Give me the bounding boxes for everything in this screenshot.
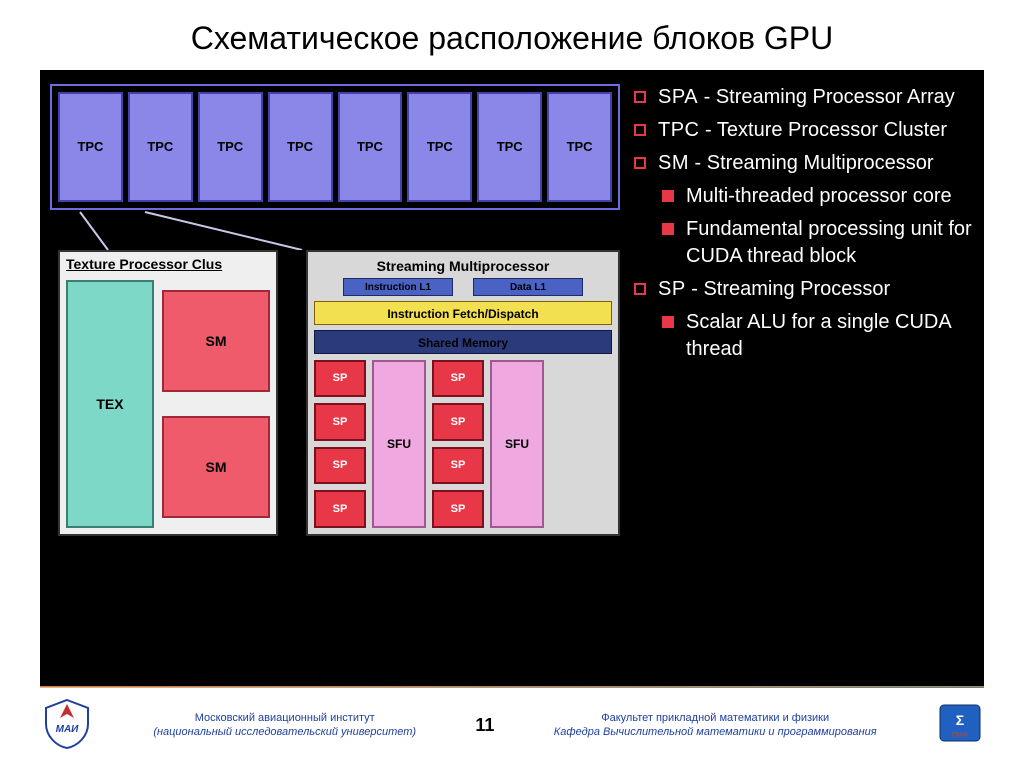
connector [60,210,620,250]
sm-block: SM [162,416,270,518]
legend-text: Multi-threaded processor core [686,183,952,210]
tpc-detail-box: Texture Processor Clus TEX SM SM [58,250,278,536]
footer-left: Московский авиационный институт (национа… [153,712,416,740]
legend-text: SM - Streaming Multiprocessor [658,150,934,177]
tpc-block: TPC [198,92,263,202]
sp-block: SP [314,490,366,528]
svg-text:МАИ: МАИ [56,724,80,735]
shared-memory: Shared Memory [314,330,612,354]
instruction-cache: Instruction L1 [343,278,453,296]
sfu-block: SFU [490,360,544,528]
sp-block: SP [432,490,484,528]
legend-text: SP - Streaming Processor [658,276,890,303]
legend-item: SP - Streaming Processor [634,276,974,303]
tpc-container: TPCTPCTPCTPCTPCTPCTPCTPC [50,84,620,210]
bullet-solid-icon [662,316,674,328]
tpc-detail-title: Texture Processor Clus [60,252,276,274]
sp-block: SP [432,447,484,485]
sp-block: SP [314,360,366,398]
legend: SPA - Streaming Processor Array TPC - Tex… [634,84,974,676]
legend-item: TPC - Texture Processor Cluster [634,117,974,144]
sfu-block: SFU [372,360,426,528]
sm-block: SM [162,290,270,392]
legend-item: Scalar ALU for a single CUDA thread [634,309,974,363]
svg-text:Σ: Σ [956,712,964,728]
legend-text: Fundamental processing unit for CUDA thr… [686,216,974,270]
tpc-block: TPC [58,92,123,202]
slide-title: Схематическое расположение блоков GPU [0,0,1024,70]
tpc-block: TPC [338,92,403,202]
tpc-block: TPC [407,92,472,202]
footer-right: Факультет прикладной математики и физики… [554,712,877,740]
bullet-open-icon [634,283,646,295]
legend-text: SPA - Streaming Processor Array [658,84,955,111]
data-cache: Data L1 [473,278,583,296]
legend-item: SPA - Streaming Processor Array [634,84,974,111]
legend-item: Multi-threaded processor core [634,183,974,210]
sm-detail-title: Streaming Multiprocessor [314,258,612,278]
bullet-solid-icon [662,223,674,235]
page-number: 11 [475,715,494,736]
bullet-open-icon [634,157,646,169]
sp-block: SP [314,403,366,441]
bullet-open-icon [634,124,646,136]
tpc-block: TPC [547,92,612,202]
diagram-area: TPCTPCTPCTPCTPCTPCTPCTPC Texture Process… [40,70,984,686]
tpc-block: TPC [128,92,193,202]
bullet-solid-icon [662,190,674,202]
pmf-logo: Σ ΠМФ [936,699,984,752]
tpc-block: TPC [268,92,333,202]
legend-text: Scalar ALU for a single CUDA thread [686,309,974,363]
svg-text:ΠМФ: ΠМФ [952,732,968,739]
sp-block: SP [432,360,484,398]
footer: МАИ Московский авиационный институт (нац… [0,688,1024,767]
fetch-dispatch: Instruction Fetch/Dispatch [314,301,612,325]
sm-detail-box: Streaming Multiprocessor Instruction L1 … [306,250,620,536]
tpc-block: TPC [477,92,542,202]
sp-block: SP [314,447,366,485]
gpu-diagram: TPCTPCTPCTPCTPCTPCTPCTPC Texture Process… [50,84,620,676]
legend-item: Fundamental processing unit for CUDA thr… [634,216,974,270]
bullet-open-icon [634,91,646,103]
legend-item: SM - Streaming Multiprocessor [634,150,974,177]
tex-block: TEX [66,280,154,528]
sp-block: SP [432,403,484,441]
mai-logo: МАИ [40,696,94,755]
legend-text: TPC - Texture Processor Cluster [658,117,947,144]
